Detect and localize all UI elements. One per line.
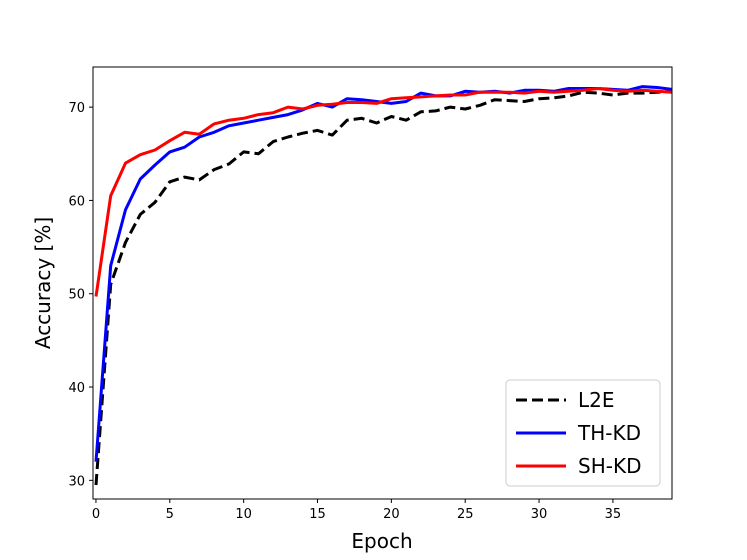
x-tick-label: 30: [531, 507, 548, 522]
series-line-l2e: [94, 89, 673, 486]
x-tick-label: 0: [92, 507, 100, 522]
y-tick-label: 50: [68, 288, 85, 303]
y-axis-label: Accuracy [%]: [31, 217, 55, 349]
x-tick-label: 10: [235, 507, 252, 522]
y-tick-label: 30: [68, 474, 85, 489]
series-layer: [94, 85, 673, 486]
legend-label-th-kd: TH-KD: [577, 421, 641, 445]
y-tick-label: 40: [68, 381, 85, 396]
y-axis: 30 40 50 60 70: [68, 101, 93, 489]
y-tick-label: 70: [68, 101, 85, 116]
x-tick-label: 20: [383, 507, 400, 522]
x-tick-label: 15: [309, 507, 326, 522]
plot-frame: [92, 66, 673, 500]
x-tick-label: 35: [605, 507, 622, 522]
series-line-sh-kd: [94, 87, 673, 297]
x-axis: 0 5 10 15 20 25 30 35: [92, 499, 621, 522]
legend: L2E TH-KD SH-KD: [505, 379, 661, 487]
legend-box: [505, 379, 661, 487]
legend-label-sh-kd: SH-KD: [578, 454, 641, 478]
x-tick-label: 5: [166, 507, 174, 522]
x-tick-label: 25: [457, 507, 474, 522]
x-axis-label: Epoch: [351, 529, 412, 553]
y-tick-label: 60: [68, 194, 85, 209]
legend-label-l2e: L2E: [578, 388, 615, 412]
